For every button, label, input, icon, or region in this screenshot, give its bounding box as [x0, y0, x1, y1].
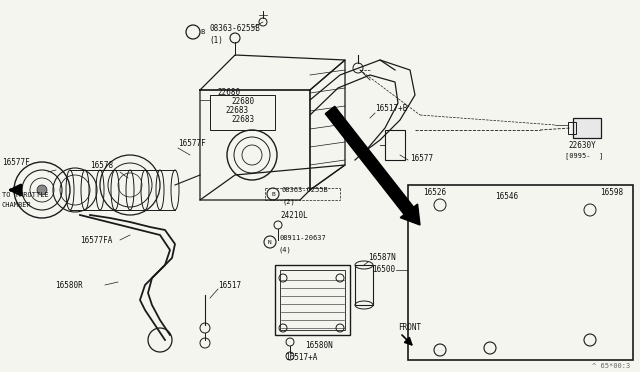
Bar: [275, 265, 350, 335]
Text: 24210L: 24210L: [280, 211, 308, 219]
Text: (2): (2): [282, 199, 295, 205]
Text: 16517+A: 16517+A: [285, 353, 317, 362]
Text: 08363-6255B: 08363-6255B: [282, 187, 329, 193]
Text: 16546: 16546: [495, 192, 518, 201]
Text: FRONT: FRONT: [398, 324, 421, 333]
Bar: [573, 118, 601, 138]
Text: CHAMBER: CHAMBER: [2, 202, 32, 208]
Text: 16517: 16517: [218, 280, 241, 289]
Bar: [355, 265, 373, 305]
Text: ^ 65*00:3: ^ 65*00:3: [592, 363, 630, 369]
Text: 22680: 22680: [232, 97, 255, 106]
Bar: [568, 122, 576, 134]
Bar: [210, 95, 275, 130]
Text: 16526: 16526: [424, 187, 447, 196]
Text: (1): (1): [209, 35, 223, 45]
Text: 22630Y: 22630Y: [568, 141, 596, 150]
Text: 16580R: 16580R: [55, 280, 83, 289]
Text: 16577F: 16577F: [2, 157, 29, 167]
Text: 16598: 16598: [600, 187, 623, 196]
Text: 22683: 22683: [225, 106, 248, 115]
Text: N: N: [268, 240, 272, 244]
FancyArrow shape: [325, 106, 420, 225]
Text: 16578: 16578: [90, 160, 113, 170]
Text: 16577FA: 16577FA: [80, 235, 113, 244]
Text: B: B: [271, 192, 275, 196]
Text: 16577: 16577: [410, 154, 433, 163]
Bar: [385, 130, 405, 160]
Text: (4): (4): [279, 247, 292, 253]
Text: TO THROTTLE: TO THROTTLE: [2, 192, 49, 198]
Text: 16517+B: 16517+B: [375, 103, 408, 112]
Text: 16580N: 16580N: [305, 340, 333, 350]
Text: 22680: 22680: [217, 87, 240, 96]
Bar: [280, 270, 345, 330]
Text: 16587N: 16587N: [368, 253, 396, 263]
Text: [0995-  ]: [0995- ]: [565, 153, 604, 159]
Text: 16500: 16500: [372, 266, 395, 275]
Circle shape: [37, 185, 47, 195]
Text: B: B: [200, 29, 204, 35]
Text: 22683: 22683: [232, 115, 255, 124]
Bar: [408, 185, 633, 360]
Text: 08911-20637: 08911-20637: [279, 235, 326, 241]
Text: 08363-6255B: 08363-6255B: [209, 23, 260, 32]
Text: 16577F: 16577F: [178, 138, 205, 148]
